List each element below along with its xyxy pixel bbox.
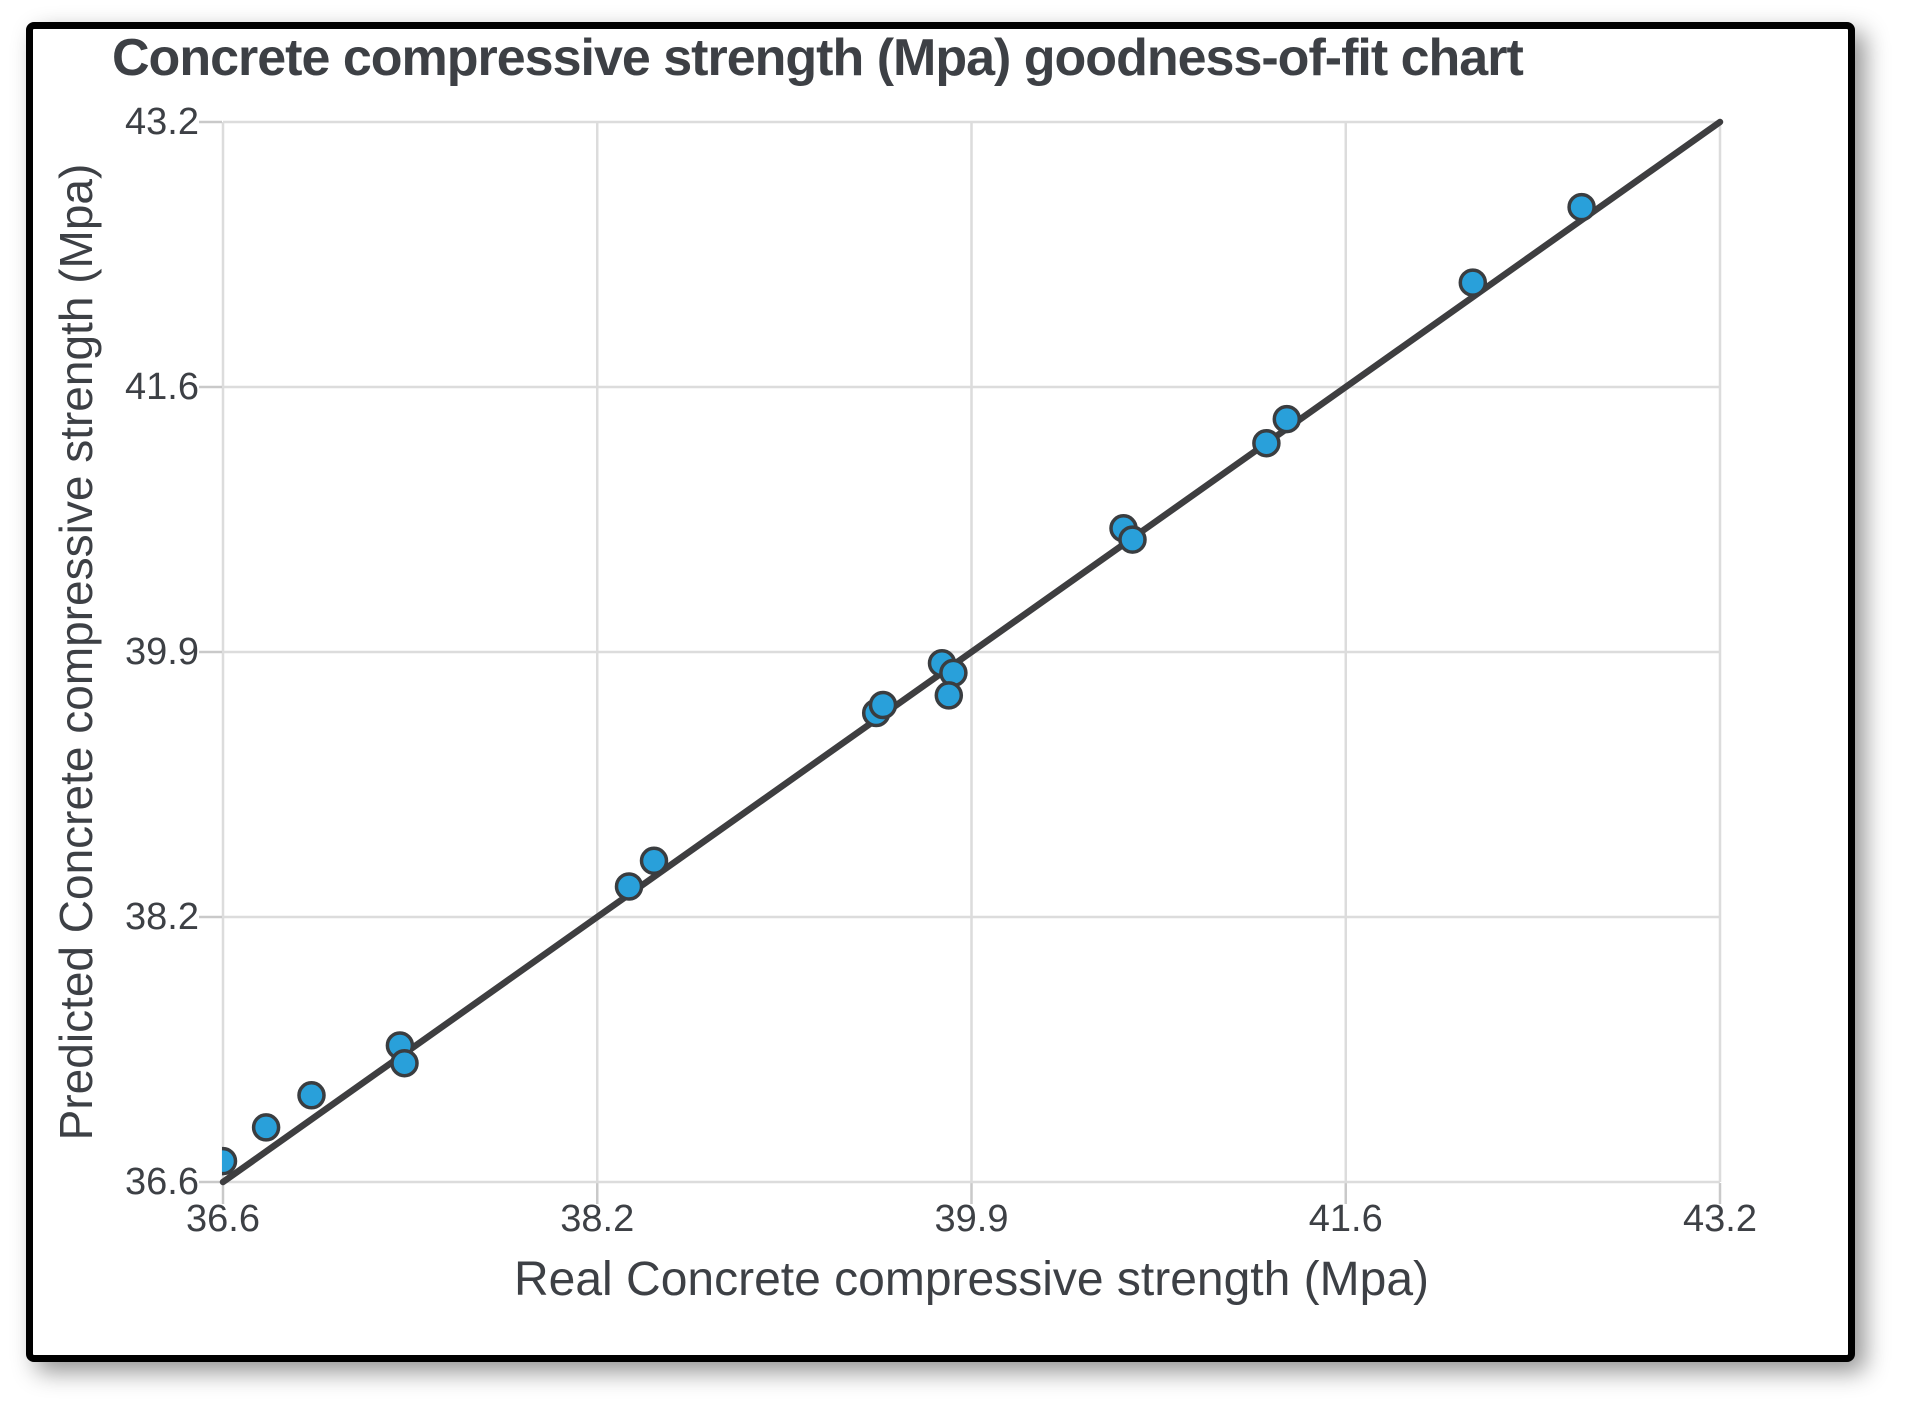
x-tick-label: 39.9	[934, 1198, 1009, 1240]
data-point[interactable]	[639, 846, 669, 876]
y-tick-label: 43.2	[125, 101, 199, 143]
data-point[interactable]	[939, 658, 968, 688]
y-axis-label: Predicted Concrete compressive strength …	[50, 163, 102, 1141]
x-tick-label: 36.6	[186, 1198, 260, 1240]
x-tick-label: 43.2	[1683, 1198, 1757, 1240]
scatter-series	[211, 192, 1596, 1176]
data-point[interactable]	[390, 1048, 419, 1078]
x-tick-label: 41.6	[1308, 1198, 1383, 1240]
data-point[interactable]	[1458, 268, 1488, 297]
data-point[interactable]	[1272, 404, 1302, 434]
data-point[interactable]	[934, 681, 964, 710]
data-point[interactable]	[1567, 192, 1596, 222]
data-point[interactable]	[1252, 428, 1281, 458]
data-point[interactable]	[1118, 525, 1147, 554]
data-point[interactable]	[297, 1081, 326, 1110]
y-tick-label: 39.9	[125, 631, 199, 673]
y-tick-label: 41.6	[125, 366, 199, 408]
data-point[interactable]	[614, 872, 644, 901]
y-tick-label: 38.2	[125, 896, 199, 938]
fit-line	[219, 118, 1724, 1186]
x-tick-label: 38.2	[560, 1198, 635, 1240]
data-point[interactable]	[211, 1146, 238, 1176]
chart-title: Concrete compressive strength (Mpa) good…	[112, 29, 1524, 87]
data-point[interactable]	[251, 1113, 281, 1142]
data-point[interactable]	[868, 690, 898, 720]
y-tick-label: 36.6	[125, 1161, 199, 1203]
x-axis-label: Real Concrete compressive strength (Mpa)	[513, 1253, 1430, 1306]
